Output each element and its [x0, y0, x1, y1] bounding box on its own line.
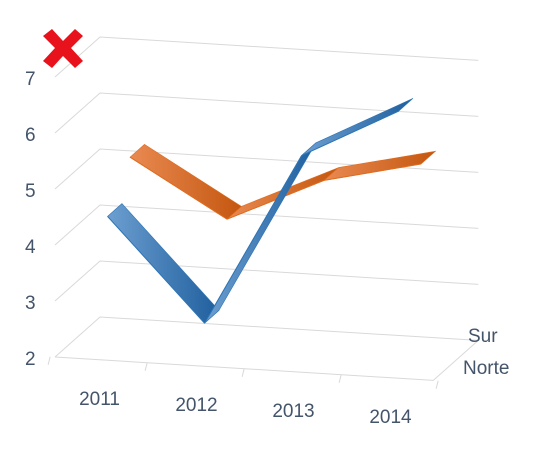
series-norte	[107, 98, 414, 324]
ribbon-edge-norte	[301, 110, 399, 157]
gridline-6	[54, 92, 479, 134]
ribbon-edge-norte	[204, 155, 302, 324]
x-tickmark	[47, 356, 51, 365]
y-tick-label: 5	[25, 181, 36, 202]
gridline-7	[54, 36, 479, 78]
y-tick-label: 7	[25, 69, 36, 90]
ribbon-segment-norte	[204, 142, 317, 324]
x-tick-label: 2013	[272, 401, 314, 422]
x-tickmark	[338, 374, 342, 383]
x-tickmark	[435, 380, 439, 389]
depth-label: Norte	[463, 358, 509, 379]
gridline-4	[54, 204, 479, 246]
y-tick-label: 4	[25, 237, 36, 258]
ribbon-edge-sur	[129, 156, 228, 220]
gridline-5	[54, 148, 479, 190]
ribbon-edge-norte	[107, 216, 205, 324]
y-tick-label: 3	[25, 293, 36, 314]
x-tickmark	[144, 362, 148, 371]
ribbon-segment-norte	[107, 203, 220, 324]
x-tickmark	[241, 368, 245, 377]
close-icon[interactable]	[43, 29, 83, 68]
ribbon-edge-sur	[323, 163, 422, 181]
gridline-3	[54, 260, 479, 302]
y-tick-label: 6	[25, 125, 36, 146]
depth-label: Sur	[468, 326, 498, 347]
x-tick-label: 2014	[369, 407, 412, 428]
ribbon-segment-sur	[323, 150, 437, 181]
gridline-2	[54, 316, 479, 358]
x-tick-label: 2012	[175, 395, 217, 416]
series-sur	[129, 144, 437, 220]
x-tick-label: 2011	[79, 389, 120, 410]
floor-edge	[54, 340, 479, 381]
y-tick-label: 2	[25, 349, 36, 370]
